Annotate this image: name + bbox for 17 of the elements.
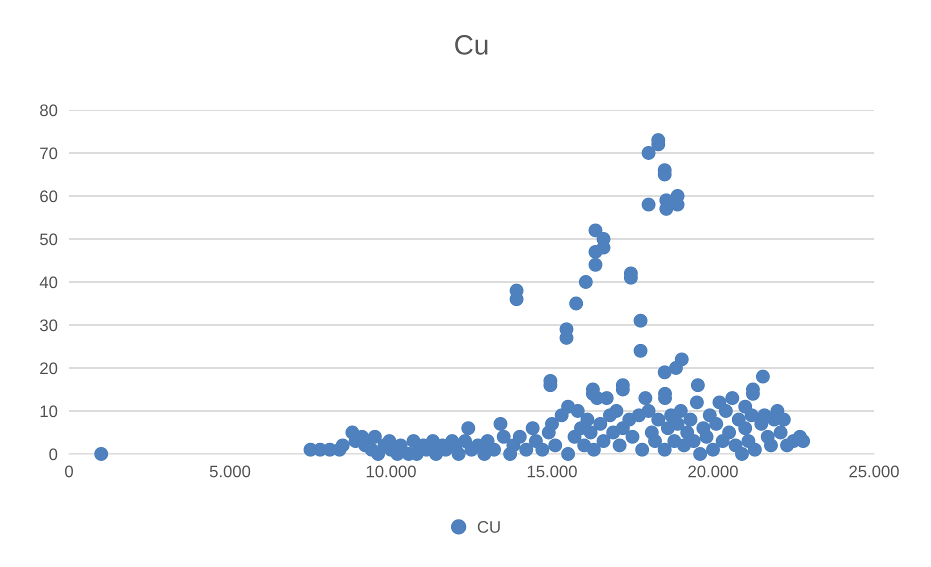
chart-title: Cu (455, 35, 488, 55)
x-tick-label: 15.000 (528, 466, 577, 478)
x-tick-label: 0 (65, 466, 73, 478)
x-tick-label: 10.000 (366, 466, 416, 478)
y-tick-label: 80 (40, 104, 58, 116)
y-tick-label: 50 (40, 233, 58, 246)
y-tick-label: 0 (49, 448, 58, 460)
legend-label: CU (478, 521, 500, 533)
y-tick-label: 20 (40, 362, 58, 374)
x-tick-label: 25.000 (849, 466, 899, 478)
y-tick-label: 60 (40, 190, 58, 202)
x-tick-label: 5.000 (210, 466, 250, 478)
y-tick-label: 70 (40, 147, 58, 160)
y-tick-label: 40 (40, 276, 58, 288)
y-tick-label: 10 (40, 405, 58, 418)
y-tick-label: 30 (40, 319, 58, 332)
x-tick-label: 20.000 (688, 466, 738, 478)
